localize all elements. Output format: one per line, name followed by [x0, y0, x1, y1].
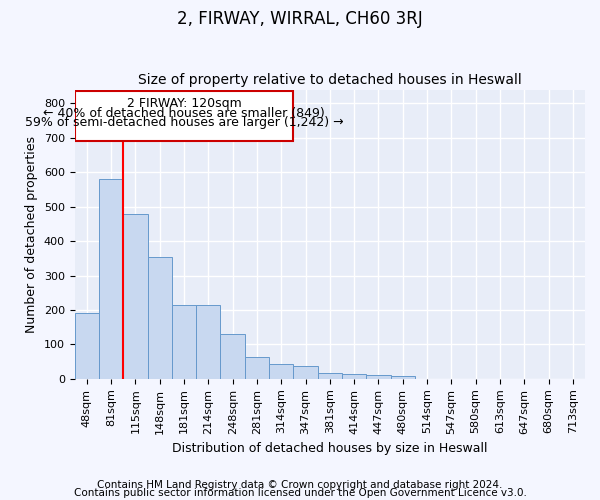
Text: Contains public sector information licensed under the Open Government Licence v3: Contains public sector information licen…	[74, 488, 526, 498]
Bar	[220, 334, 245, 379]
Bar	[293, 366, 317, 379]
Bar	[99, 179, 123, 379]
Text: 59% of semi-detached houses are larger (1,242) →: 59% of semi-detached houses are larger (…	[25, 116, 343, 130]
Bar	[317, 373, 342, 379]
Title: Size of property relative to detached houses in Heswall: Size of property relative to detached ho…	[138, 73, 522, 87]
Text: 2, FIRWAY, WIRRAL, CH60 3RJ: 2, FIRWAY, WIRRAL, CH60 3RJ	[177, 10, 423, 28]
Y-axis label: Number of detached properties: Number of detached properties	[25, 136, 38, 332]
Bar	[148, 256, 172, 379]
Bar	[74, 314, 99, 379]
Bar	[366, 375, 391, 379]
Text: ← 40% of detached houses are smaller (849): ← 40% of detached houses are smaller (84…	[43, 108, 325, 120]
Text: Contains HM Land Registry data © Crown copyright and database right 2024.: Contains HM Land Registry data © Crown c…	[97, 480, 503, 490]
Bar	[123, 214, 148, 379]
X-axis label: Distribution of detached houses by size in Heswall: Distribution of detached houses by size …	[172, 442, 488, 455]
Bar	[172, 305, 196, 379]
Bar	[269, 364, 293, 379]
Text: 2 FIRWAY: 120sqm: 2 FIRWAY: 120sqm	[127, 98, 241, 110]
Bar	[245, 358, 269, 379]
Bar	[391, 376, 415, 379]
Bar	[196, 305, 220, 379]
Bar	[74, 92, 293, 141]
Bar	[342, 374, 366, 379]
